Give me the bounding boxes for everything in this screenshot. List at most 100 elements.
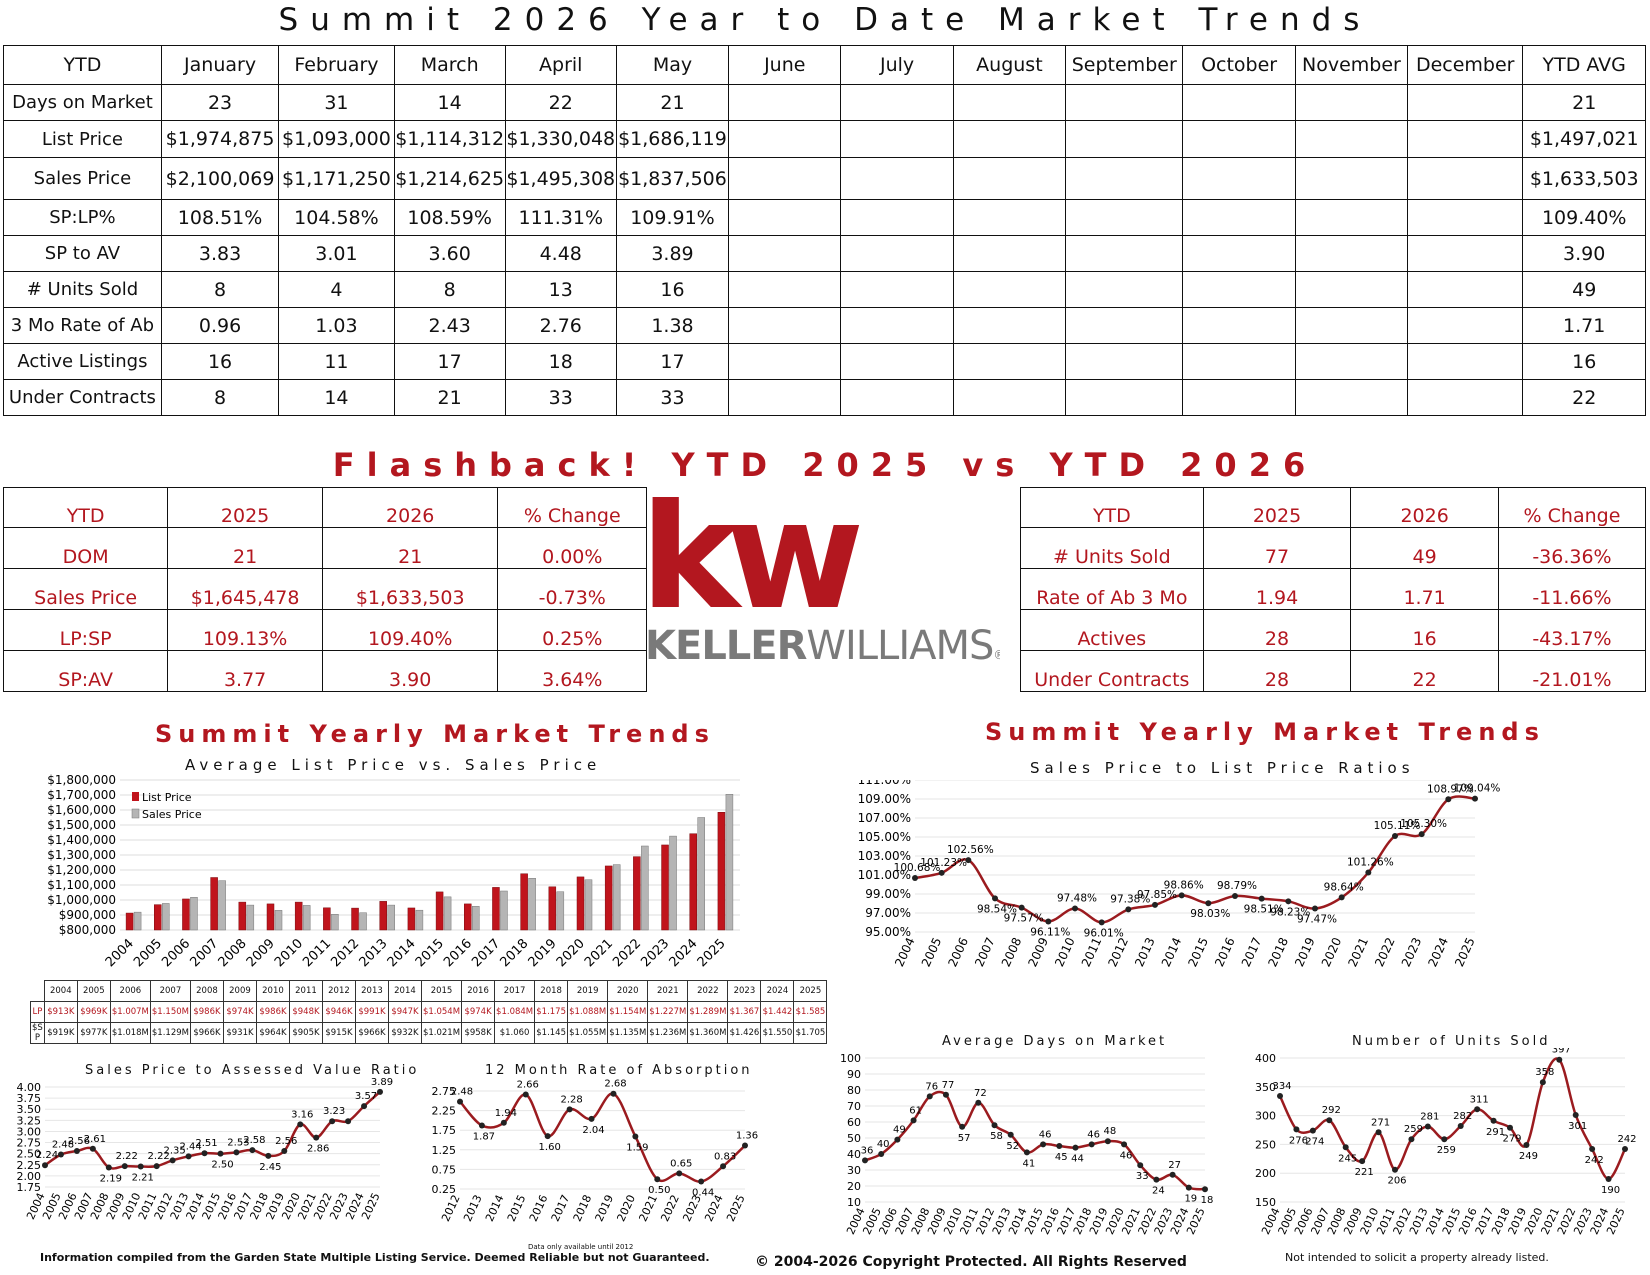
data-point <box>1326 1117 1333 1124</box>
table-value: $964K <box>255 1022 290 1044</box>
data-label: 58 <box>990 1131 1003 1142</box>
table-value: $1.705 <box>793 1022 828 1044</box>
ytd-row: 3 Mo Rate of Ab 0.96 1.03 2.43 2.76 1.38 1.71 <box>3 307 1646 344</box>
sales-price-bar <box>415 909 424 931</box>
y-tick-label: $1,600,000 <box>47 803 116 817</box>
data-point <box>522 1091 529 1098</box>
x-tick-label: 2018 <box>571 1193 595 1224</box>
ytd-cell <box>1065 235 1184 272</box>
ytd-row-label: List Price <box>3 120 162 158</box>
data-label: 1.60 <box>539 1142 561 1153</box>
data-point <box>1392 1166 1398 1173</box>
ytd-table-body: Days on Market 23 31 14 22 21 21 List Price $1,9… <box>3 84 1646 416</box>
data-point <box>1622 1146 1628 1153</box>
x-tick-label: 2015 <box>505 1193 529 1224</box>
x-tick-label: 2014 <box>483 1193 507 1224</box>
data-label: 2.51 <box>195 1138 217 1149</box>
data-label: 3.16 <box>291 1109 313 1120</box>
data-label: 102.56% <box>947 844 994 856</box>
data-point <box>942 1091 949 1098</box>
x-tick-label: 2012 <box>439 1193 463 1224</box>
data-point <box>720 1163 727 1170</box>
splp-chart-title: Sales Price to List Price Ratios <box>1030 759 1415 777</box>
table-value: $1.227M <box>647 1001 689 1023</box>
compare-cell: -43.17% <box>1497 609 1647 651</box>
sales-price-bar <box>500 890 508 931</box>
data-label: 282 <box>1453 1111 1472 1122</box>
absorption-note: Data only available until 2012 <box>528 1243 634 1251</box>
ytd-cell: $1,686,119 <box>615 120 730 158</box>
compare-row: # Units Sold 77 49 -36.36% <box>1020 527 1647 569</box>
compare-cell: -36.36% <box>1497 527 1647 569</box>
list-price-bar <box>604 865 613 931</box>
ytd-cell: 17 <box>393 343 506 380</box>
ytd-cell <box>1407 84 1524 121</box>
compare-cell: 0.00% <box>497 527 647 569</box>
ytd-row-label: # Units Sold <box>3 271 162 308</box>
sales-price-bar <box>725 794 734 931</box>
brand-reg: ® <box>993 648 1000 662</box>
data-label: 3.89 <box>371 1077 393 1088</box>
ytd-cell: 16 <box>160 343 280 380</box>
table-value: $958K <box>461 1022 496 1044</box>
x-tick-label: 2008 <box>999 935 1025 969</box>
ytd-cell <box>1182 307 1296 344</box>
list-price-bar <box>661 844 669 931</box>
compare-header-cell: % Change <box>1497 487 1647 528</box>
ytd-table-header: YTD January February March April May June July A… <box>3 45 1646 85</box>
data-point <box>1523 1141 1530 1148</box>
table-value: $1.236M <box>647 1022 689 1044</box>
x-tick-label: 2009 <box>1025 935 1051 969</box>
data-label: 249 <box>1519 1151 1538 1162</box>
data-label: 49 <box>893 1125 906 1136</box>
ytd-row-label: Under Contracts <box>3 379 162 416</box>
data-label: 98.51% <box>1244 904 1284 916</box>
ytd-avg-cell: 21 <box>1522 84 1646 121</box>
legend-swatch-list <box>132 792 139 801</box>
ytd-row: SP:LP% 108.51% 104.58% 108.59% 111.31% 109.91… <box>3 199 1646 236</box>
data-point <box>1309 1127 1316 1134</box>
svg-text:KELLERWILLIAMS®: KELLERWILLIAMS® <box>645 623 1000 669</box>
list-price-bar <box>717 812 726 931</box>
y-tick-label: 10 <box>847 1196 861 1209</box>
compare-cell: SP:AV <box>2 650 169 692</box>
table-value: $913K <box>43 1001 78 1023</box>
ytd-header-cell: YTD <box>3 45 162 85</box>
x-tick-label: 2006 <box>945 935 971 969</box>
table-value: $1.426 <box>727 1022 762 1044</box>
data-point <box>1457 1122 1464 1129</box>
table-value: $919K <box>43 1022 78 1044</box>
data-point <box>926 1093 933 1100</box>
sales-price-bar <box>641 845 649 931</box>
ytd-cell <box>1065 84 1184 121</box>
compare-cell: Actives <box>1020 609 1204 651</box>
data-point <box>1365 869 1372 876</box>
ytd-cell <box>1407 199 1524 236</box>
data-point <box>1072 1144 1079 1151</box>
ytd-cell: 21 <box>393 379 506 416</box>
data-label: 2.68 <box>604 1079 626 1090</box>
table-year: 2005 <box>76 980 111 1002</box>
ytd-cell: 3.01 <box>278 235 395 272</box>
ytd-cell <box>1407 379 1524 416</box>
ytd-cell: 33 <box>504 379 617 416</box>
ytd-cell: 33 <box>615 379 730 416</box>
data-label: 2.86 <box>307 1144 329 1155</box>
ytd-row-label: SP:LP% <box>3 199 162 236</box>
compare-cell: 3.77 <box>167 650 323 692</box>
table-value: $1.154M <box>607 1001 649 1023</box>
y-tick-label: 101.00% <box>858 868 911 882</box>
x-tick-label: 2010 <box>272 936 306 970</box>
data-label: 97.48% <box>1057 892 1097 904</box>
y-tick-label: 250 <box>1255 1138 1276 1151</box>
data-point <box>1178 892 1185 899</box>
compare-cell: 49 <box>1350 527 1499 569</box>
x-tick-label: 2012 <box>328 936 362 970</box>
data-label: 33 <box>1136 1171 1149 1182</box>
ytd-header-cell: June <box>728 45 842 85</box>
table-value: $1.054M <box>420 1001 463 1023</box>
series-line <box>1278 1057 1627 1181</box>
data-point <box>1056 1143 1063 1149</box>
data-point <box>1589 1146 1596 1153</box>
x-tick-label: 2021 <box>582 936 616 970</box>
